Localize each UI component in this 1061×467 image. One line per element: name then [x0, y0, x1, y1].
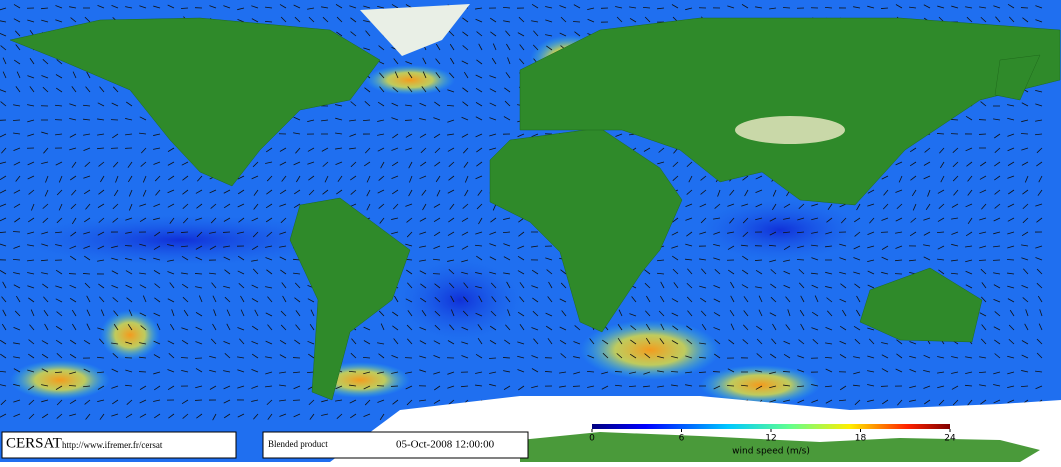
wind-arrow: [545, 371, 552, 372]
wind-arrow: [727, 385, 734, 386]
wind-arrow: [951, 119, 958, 120]
wind-arrow: [69, 385, 76, 386]
wind-arrow: [181, 8, 188, 9]
wind-arrow: [783, 7, 790, 8]
wind-arrow: [13, 120, 20, 121]
logo: CERSAT: [6, 435, 62, 451]
wind-arrow: [181, 357, 188, 358]
wind-arrow: [573, 21, 580, 22]
wind-arrow: [489, 358, 496, 359]
colorbar-tick-label: 24: [944, 434, 956, 444]
wind-arrow: [503, 357, 510, 358]
wind-arrow: [615, 371, 622, 372]
colorbar: [592, 424, 950, 429]
wind-arrow: [881, 8, 888, 9]
wind-arrow: [195, 273, 202, 274]
product-date: 05-Oct-2008 12:00:00: [396, 439, 495, 451]
wind-arrow: [755, 260, 762, 261]
colorbar-label: wind speed (m/s): [732, 447, 810, 457]
wind-arrow: [797, 259, 804, 260]
wind-arrow: [699, 372, 706, 373]
colorbar-tick-label: 0: [589, 434, 595, 444]
colorbar-tick-label: 6: [679, 434, 685, 444]
wind-arrow: [671, 371, 678, 372]
url[interactable]: http://www.ifremer.fr/cersat: [62, 440, 163, 450]
colorbar-tick-label: 12: [765, 434, 776, 444]
product-name: Blended product: [268, 439, 328, 449]
colorbar-tick-label: 18: [855, 434, 867, 444]
wind-arrow: [937, 133, 944, 134]
plateau: [735, 116, 845, 144]
